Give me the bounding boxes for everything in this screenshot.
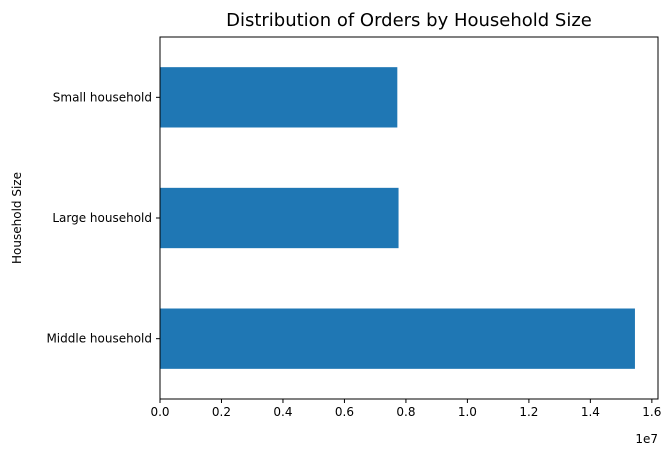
x-tick-label: 1.4 [581, 405, 600, 419]
x-tick-label: 0.2 [212, 405, 231, 419]
y-tick-label-small-household: Small household [53, 90, 152, 104]
x-tick-label: 1.0 [458, 405, 477, 419]
bar-small-household [160, 67, 398, 128]
x-tick-label: 0.8 [396, 405, 415, 419]
y-axis-label: Household Size [10, 172, 24, 264]
y-axis-ticks: Middle household Large household Small hou… [46, 90, 160, 346]
y-tick-label-large-household: Large household [52, 211, 152, 225]
x-tick-label: 0.4 [273, 405, 292, 419]
bar-large-household [160, 187, 399, 249]
bars-group [160, 67, 635, 369]
x-tick-label: 1.6 [642, 405, 661, 419]
x-tick-label: 0.0 [150, 405, 169, 419]
bar-middle-household [160, 308, 635, 369]
y-tick-label-middle-household: Middle household [46, 332, 152, 346]
x-offset-text: 1e7 [635, 432, 658, 446]
chart-title: Distribution of Orders by Household Size [226, 10, 592, 31]
x-tick-label: 1.2 [519, 405, 538, 419]
x-tick-label: 0.6 [335, 405, 354, 419]
x-axis-ticks: 0.0 0.2 0.4 0.6 0.8 1.0 1.2 1.4 1.6 [150, 399, 661, 419]
